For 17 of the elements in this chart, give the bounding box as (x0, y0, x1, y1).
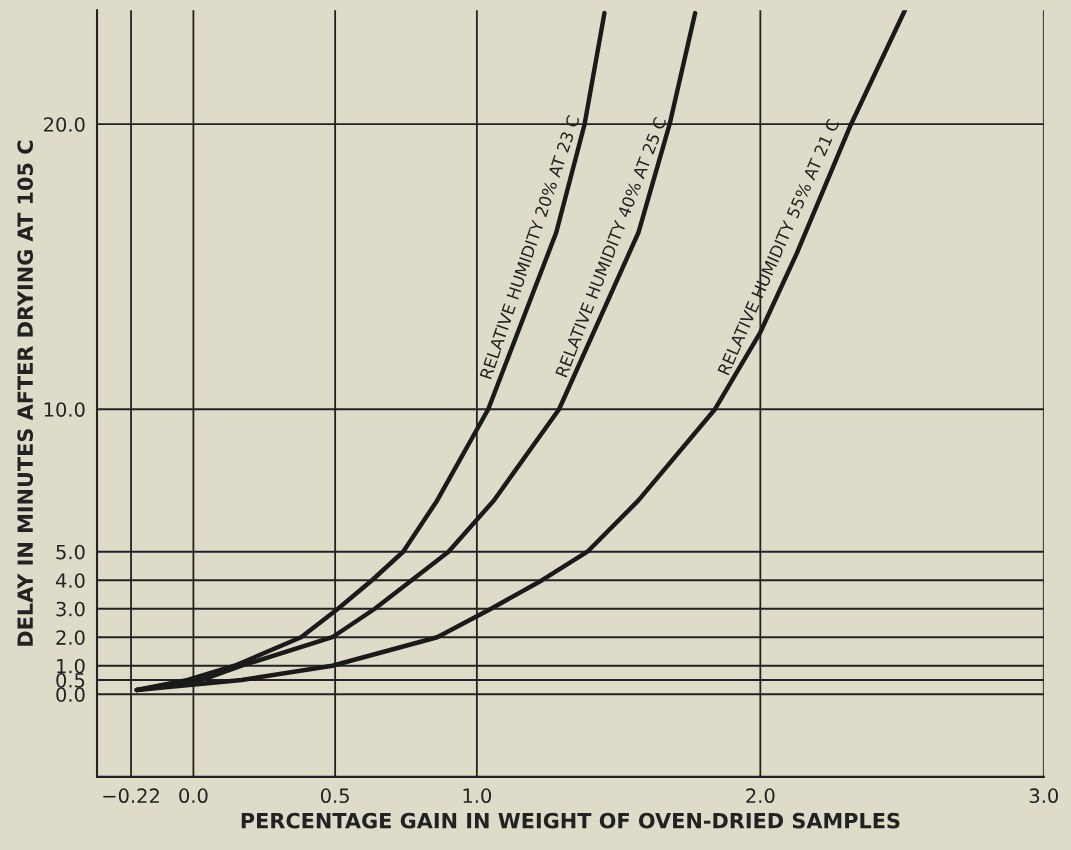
x-tick-label: 1.0 (463, 788, 492, 804)
y-tick-label: 20.0 (44, 117, 85, 132)
x-tick-label: 0.0 (179, 788, 208, 804)
x-tick-label: −0.22 (103, 788, 159, 804)
y-tick-label: 0.5 (56, 672, 85, 688)
x-axis-title: PERCENTAGE GAIN IN WEIGHT OF OVEN-DRIED SAMPLES (241, 812, 900, 829)
x-tick-label: 0.5 (320, 788, 349, 804)
y-tick-label: 1.0 (57, 658, 85, 674)
y-tick-label: 0.0 (56, 687, 85, 702)
x-tick-label: 3.0 (1029, 788, 1058, 804)
x-tick-label: 2.0 (746, 788, 775, 804)
y-tick-label: 4.0 (55, 573, 85, 588)
y-tick-label: 3.0 (56, 601, 85, 617)
y-tick-label: 2.0 (56, 630, 85, 645)
y-tick-label: 10.0 (44, 402, 85, 417)
y-axis-title: DELAY IN MINUTES AFTER DRYING AT 105 C (17, 140, 34, 646)
y-tick-label: 5.0 (56, 544, 85, 560)
